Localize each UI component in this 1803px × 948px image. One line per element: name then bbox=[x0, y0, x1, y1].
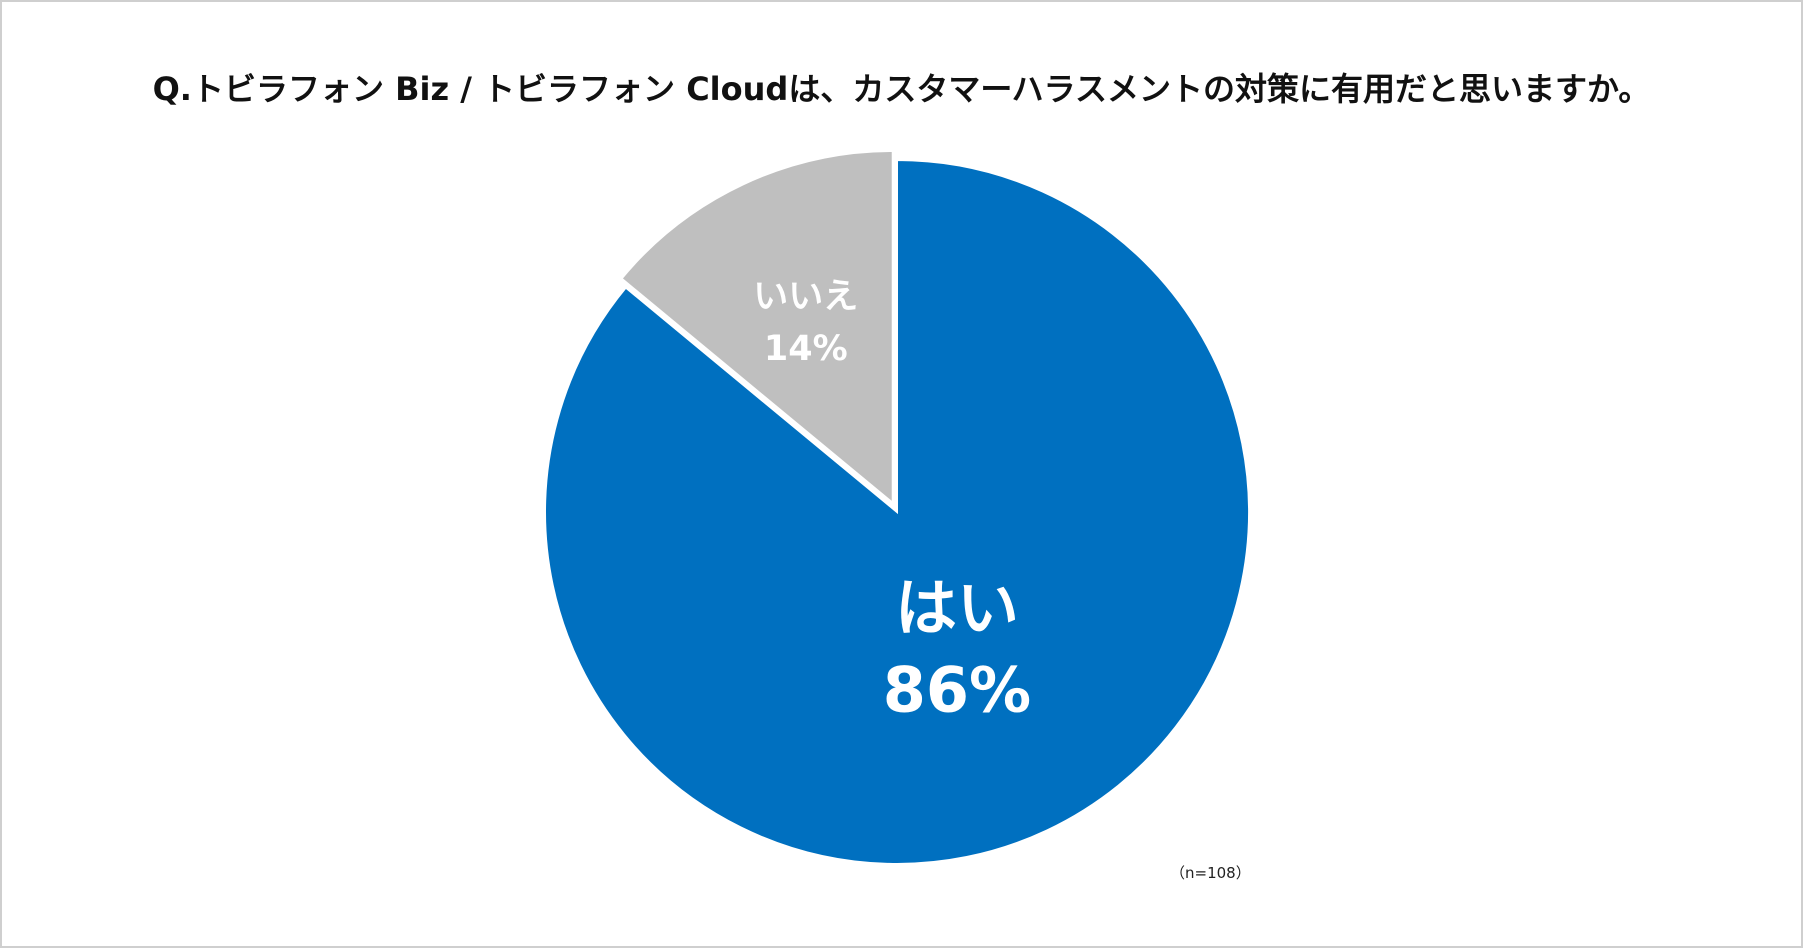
slice-value-yes: 86% bbox=[883, 653, 1031, 726]
slice-label-no: いいえ bbox=[753, 277, 858, 317]
slice-value-no: 14% bbox=[764, 329, 848, 369]
chart-title: Q.トビラフォン Biz / トビラフォン Cloudは、カスタマーハラスメント… bbox=[152, 70, 1651, 108]
sample-size-note: （n=108） bbox=[1170, 864, 1251, 882]
pie-slice-yes bbox=[544, 158, 1250, 865]
slice-label-yes: はい bbox=[895, 571, 1019, 644]
pie-slice-no bbox=[620, 149, 894, 506]
